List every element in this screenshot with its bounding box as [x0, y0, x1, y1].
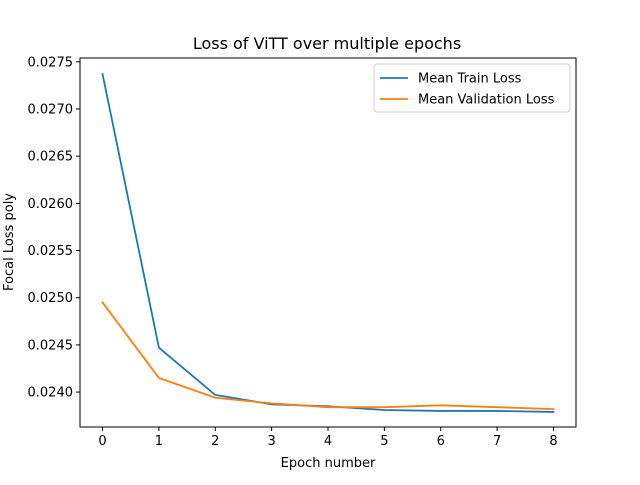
x-tick-label: 1	[155, 434, 163, 449]
y-tick-label: 0.0265	[28, 150, 74, 165]
x-tick-label: 8	[549, 434, 557, 449]
x-tick-label: 6	[437, 434, 445, 449]
legend-box	[373, 63, 571, 113]
y-axis-label: Focal Loss poly	[2, 193, 17, 291]
y-tick-label: 0.0250	[28, 291, 74, 306]
legend: Mean Train Loss Mean Validation Loss	[373, 63, 571, 113]
y-tick-label: 0.0260	[28, 197, 74, 212]
x-tick-label: 0	[98, 434, 106, 449]
chart-title: Loss of ViTT over multiple epochs	[193, 34, 461, 53]
x-axis-label: Epoch number	[281, 456, 376, 471]
series-line-0	[101, 72, 555, 413]
y-tick-label: 0.0245	[28, 338, 74, 353]
x-tick-label: 2	[211, 434, 219, 449]
plot-area: 0 1 2 3 4 5 6 7 8 0.0240 0.0245 0.0250 0.0255 0.0260 0…	[28, 55, 577, 449]
x-tick-label: 3	[267, 434, 275, 449]
y-tick-label: 0.0255	[28, 244, 74, 259]
x-tick-label: 4	[324, 434, 332, 449]
x-tick-label: 5	[380, 434, 388, 449]
y-tick-label: 0.0240	[28, 386, 74, 401]
series-line-1	[101, 301, 555, 410]
y-tick-label: 0.0270	[28, 102, 74, 117]
y-tick-label: 0.0275	[28, 55, 74, 70]
legend-label-1: Mean Validation Loss	[418, 93, 555, 108]
x-tick-label: 7	[493, 434, 501, 449]
legend-label-0: Mean Train Loss	[418, 72, 522, 87]
